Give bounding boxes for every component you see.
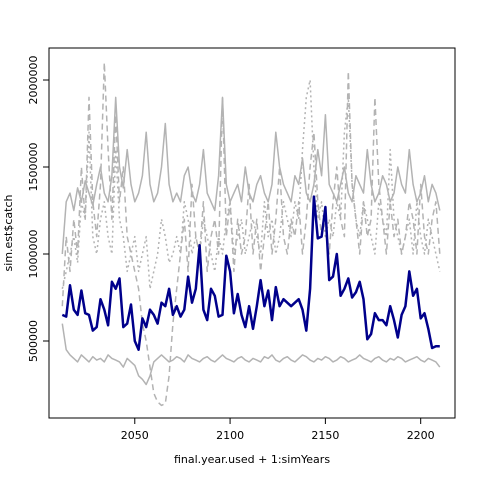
y-tick-label: 2000000 <box>27 56 40 105</box>
series-line <box>61 61 441 407</box>
x-tick-label: 2150 <box>311 429 339 442</box>
plot-frame <box>48 47 456 419</box>
series-line <box>61 96 441 255</box>
x-tick-label: 2100 <box>216 429 244 442</box>
y-tick-label: 1500000 <box>27 143 40 192</box>
series-line <box>61 79 441 290</box>
x-axis-label: final.year.used + 1:simYears <box>174 453 330 466</box>
series-line <box>61 195 440 351</box>
x-tick-label: 2050 <box>121 429 149 442</box>
y-axis-label: sim.est$catch <box>2 195 15 272</box>
y-tick-label: 1000000 <box>27 230 40 279</box>
y-tick-label: 500000 <box>27 320 40 362</box>
x-tick-label: 2200 <box>407 429 435 442</box>
series-line <box>61 323 441 386</box>
